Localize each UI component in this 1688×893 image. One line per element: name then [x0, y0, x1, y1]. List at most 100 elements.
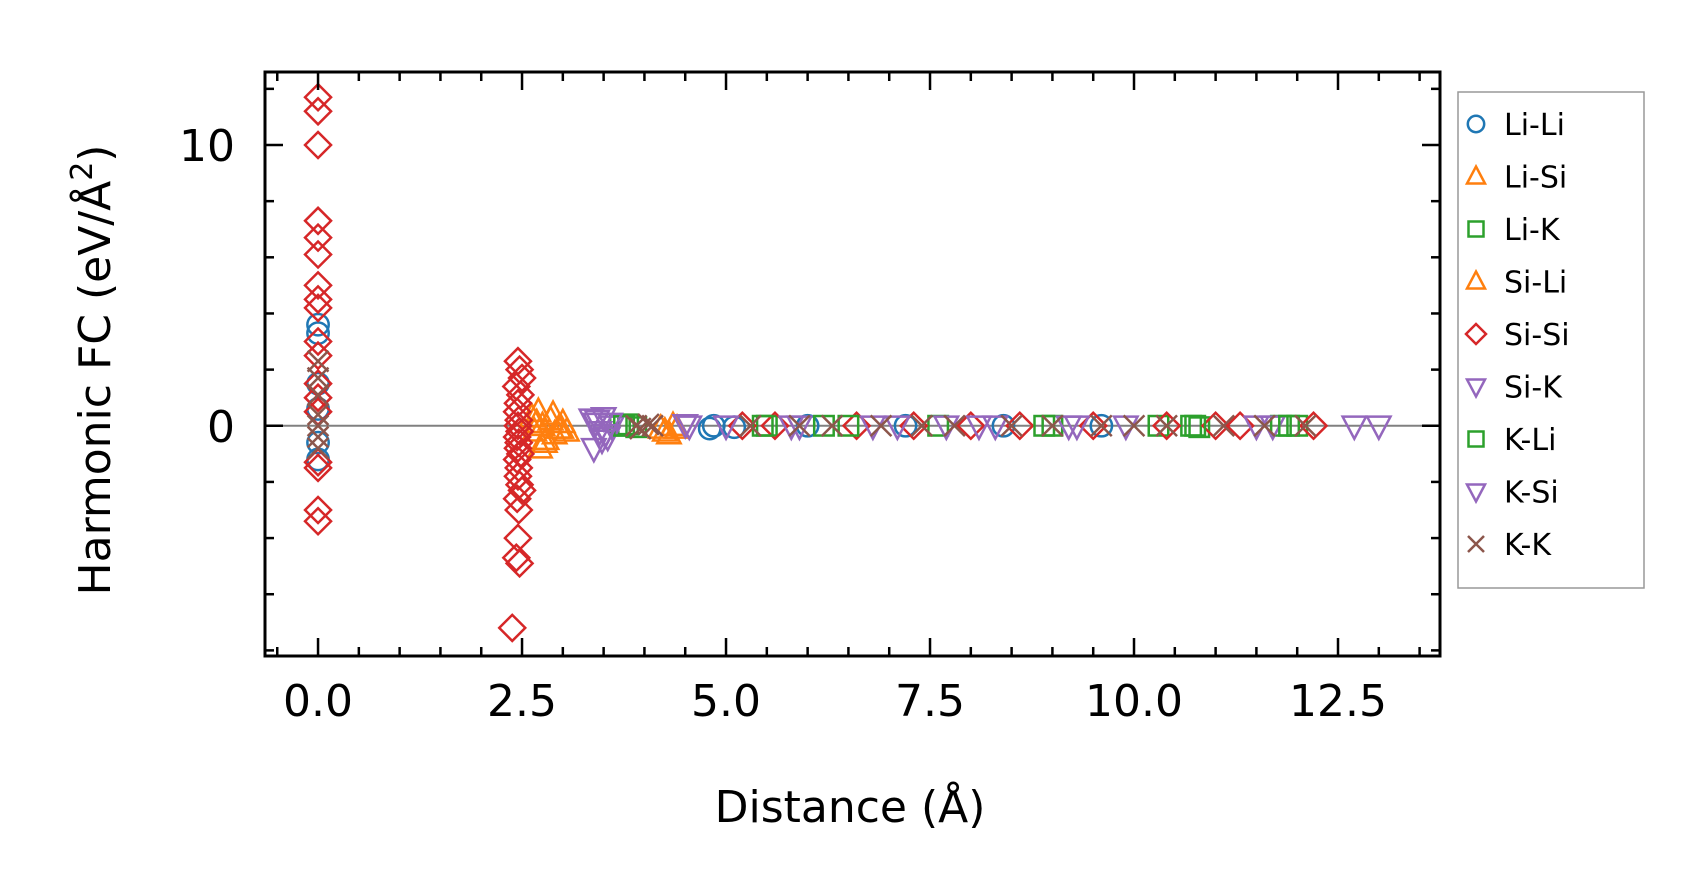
y-axis-title: Harmonic FC (eV/Å2) [65, 145, 121, 596]
data-point [303, 96, 333, 127]
legend-label: Si-K [1504, 371, 1563, 406]
data-point [504, 416, 535, 447]
data-point [965, 415, 993, 442]
data-point [553, 415, 581, 442]
x-axis-title: Distance (Å) [715, 780, 986, 833]
data-point [760, 411, 790, 441]
x-tick-label: 2.5 [487, 676, 557, 727]
data-point [1041, 414, 1064, 438]
data-point [306, 425, 330, 449]
data-point [1155, 414, 1178, 438]
legend-item: K-Li [1467, 423, 1556, 458]
x-tick-label: 0.0 [283, 676, 353, 727]
data-point [1184, 414, 1207, 437]
data-point [641, 414, 664, 438]
data-point [503, 461, 533, 492]
data-point [1298, 411, 1329, 441]
data-point [739, 414, 762, 438]
axis-tick-labels: 0.0 2.5 5.0 7.5 10.0 12.5 0 10 [179, 121, 1387, 727]
data-point [898, 411, 929, 441]
plot-frame [263, 70, 1442, 658]
legend-marker [1464, 483, 1488, 505]
data-point [306, 349, 330, 373]
x-tick-label: 10.0 [1085, 676, 1183, 727]
x-tick-label: 5.0 [691, 676, 761, 727]
data-point [503, 433, 533, 463]
legend-item: K-Si [1464, 476, 1559, 511]
legend-marker [1464, 378, 1488, 400]
legend-item: Si-K [1464, 371, 1563, 406]
data-point [507, 363, 537, 393]
data-point [531, 426, 559, 453]
legend-label: Si-Li [1504, 266, 1567, 301]
data-point [306, 366, 330, 390]
data-point [497, 613, 528, 643]
data-point [820, 414, 844, 438]
y-tick-label: 10 [179, 121, 235, 172]
data-point [1278, 414, 1301, 437]
data-point [910, 414, 934, 438]
data-point [1078, 411, 1108, 441]
data-point [303, 382, 333, 413]
data-point [303, 130, 333, 160]
legend-marker [1466, 114, 1486, 134]
legend-box [1457, 91, 1645, 589]
legend-item: Li-Si [1464, 161, 1567, 196]
legend-marker [1467, 220, 1485, 238]
legend-marker [1464, 268, 1488, 290]
data-point [751, 414, 774, 437]
data-point [501, 542, 532, 573]
data-point [841, 411, 872, 441]
data-point [1225, 411, 1255, 441]
data-point [303, 206, 333, 236]
data-point [671, 414, 700, 441]
legend-marker [1467, 535, 1485, 553]
data-point [869, 414, 893, 438]
data-point [956, 411, 986, 441]
x-tick-label: 7.5 [895, 676, 965, 727]
data-point [502, 422, 532, 452]
data-point [727, 411, 758, 441]
series-k-si [583, 409, 1271, 450]
legend-items: Li-Li Li-Si Li-K Si-Li Si-Si Si-K K-Li K-Si K-K [1464, 108, 1570, 563]
data-point [303, 453, 333, 483]
data-point [303, 284, 333, 315]
data-point [1122, 414, 1146, 438]
series-k-k [306, 349, 1317, 460]
data-point [1253, 414, 1276, 438]
data-point [303, 368, 333, 399]
data-point [788, 414, 811, 438]
data-point [991, 413, 1016, 438]
data-point [507, 475, 537, 506]
legend-label: K-Si [1504, 476, 1559, 511]
y-axis-title-main: Harmonic FC (eV/Å [68, 181, 121, 596]
data-point [502, 484, 532, 514]
data-point [1365, 415, 1393, 442]
data-point [526, 432, 554, 459]
data-point [503, 411, 533, 441]
legend-marker [1464, 163, 1488, 185]
axis-ticks [265, 72, 1440, 656]
data-point [596, 412, 624, 439]
data-point [1005, 411, 1035, 441]
legend: Li-Li Li-Si Li-K Si-Li Si-Si Si-K K-Li K-Si K-K [1457, 91, 1645, 589]
data-point [981, 415, 1010, 442]
data-point [303, 495, 333, 525]
legend-label: K-K [1504, 528, 1552, 563]
y-axis-title-superscript: 2 [65, 162, 100, 181]
data-point [504, 548, 535, 579]
y-tick-label: 0 [207, 402, 235, 453]
data-point [303, 293, 333, 323]
series-si-si [303, 82, 1329, 643]
data-point [306, 403, 330, 426]
data-point [303, 222, 333, 253]
data-point [837, 414, 860, 437]
series-li-li [306, 312, 1114, 472]
data-point [303, 82, 333, 113]
data-point [1212, 414, 1236, 438]
legend-item: Si-Li [1464, 266, 1567, 301]
data-point [893, 413, 918, 438]
data-point [503, 405, 534, 435]
data-point [503, 495, 534, 525]
legend-label: Li-K [1504, 213, 1561, 248]
